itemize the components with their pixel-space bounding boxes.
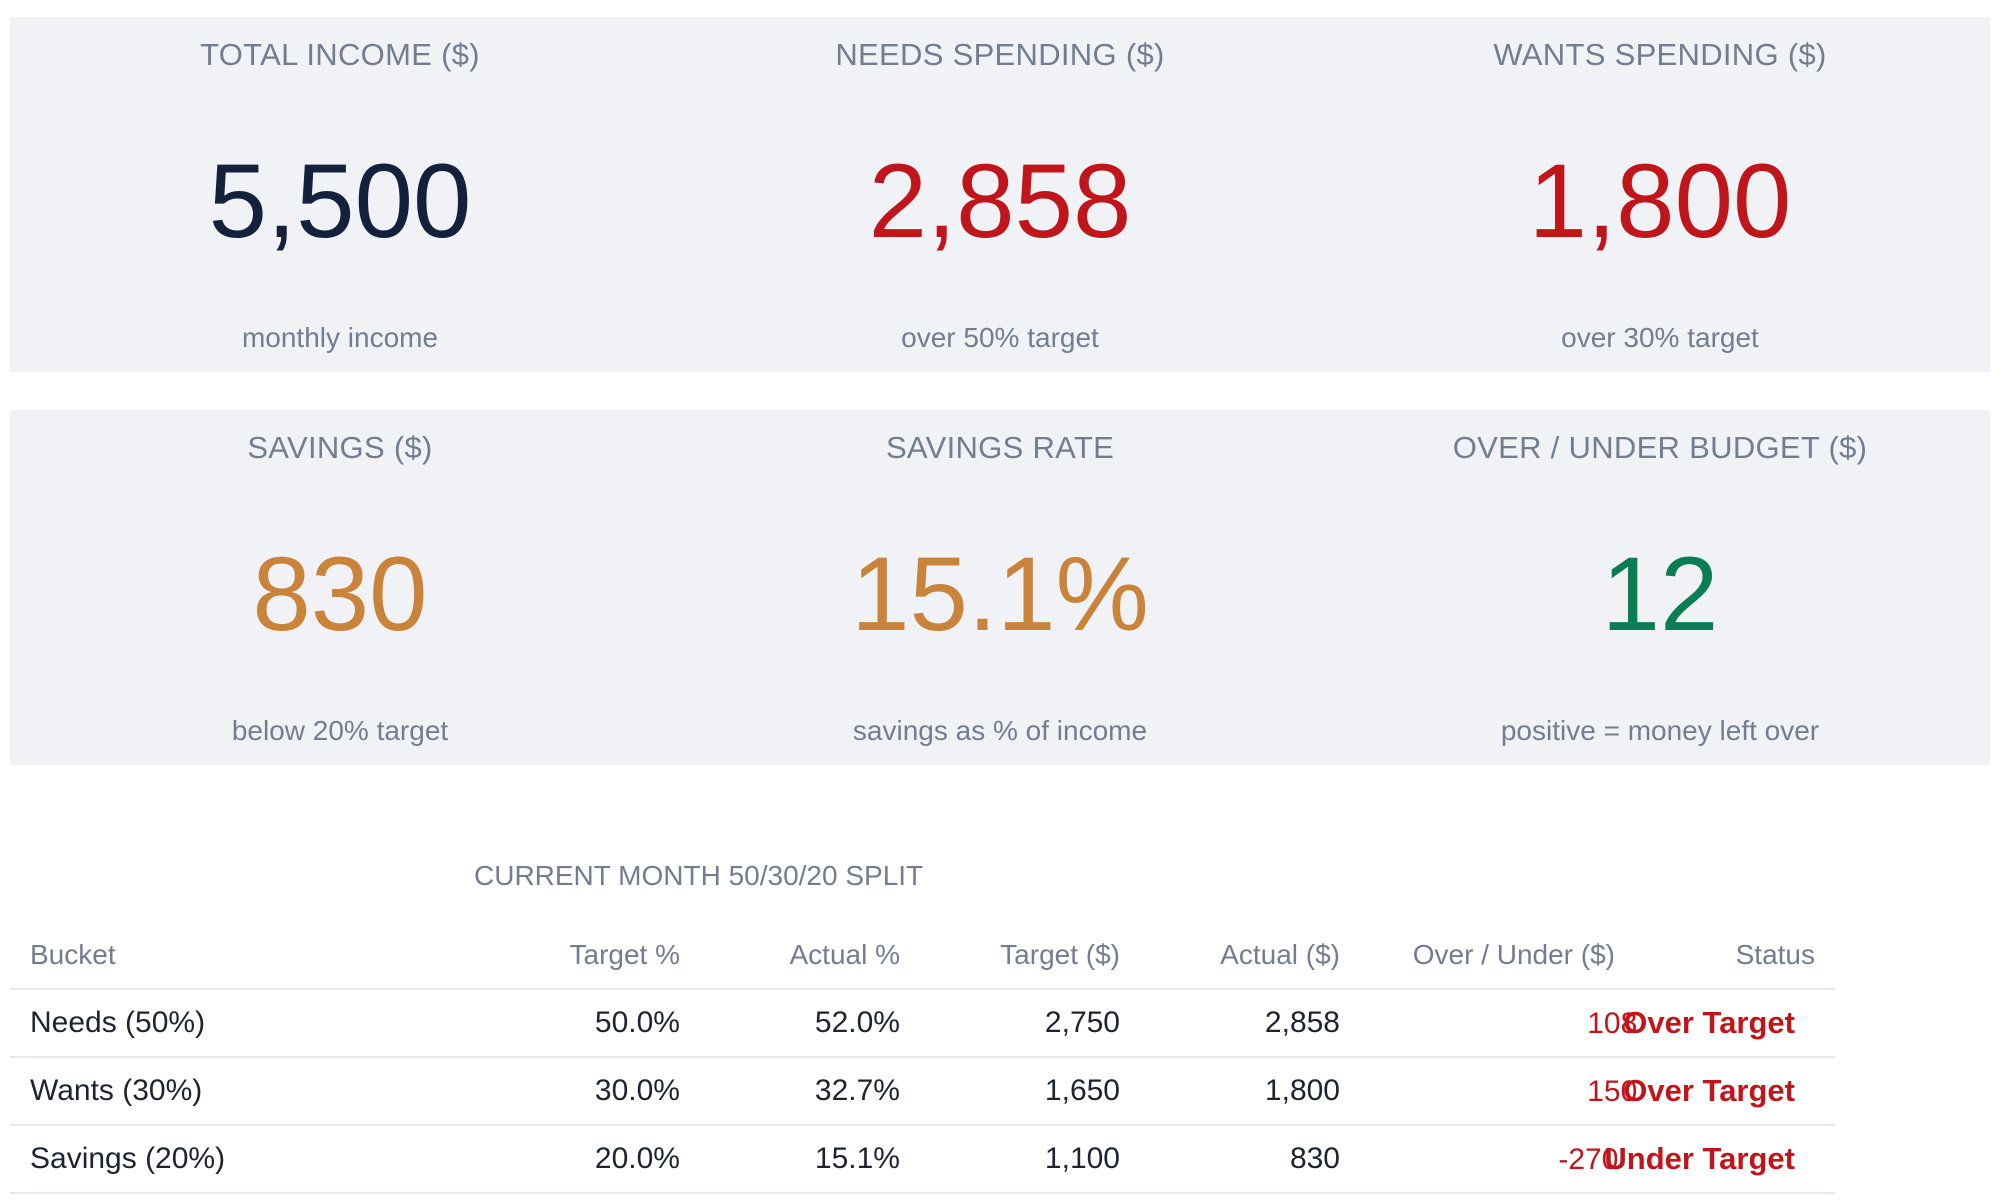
kpi-value: 5,500 (208, 143, 472, 260)
kpi-subtext: savings as % of income (852, 715, 1148, 746)
cell-actual-pct: 15.1% (700, 1125, 920, 1194)
cell-target-pct: 20.0% (490, 1125, 700, 1194)
col-header-target-pct: Target % (490, 922, 700, 990)
col-header-over-under: Over / Under ($) (1360, 922, 1635, 990)
cell-target-pct: 50.0% (490, 989, 700, 1058)
status-badge: Over Target (1623, 1073, 1795, 1108)
kpi-value: 15.1% (851, 536, 1149, 653)
cell-bucket: Savings (20%) (10, 1125, 490, 1194)
kpi-needs-spending: NEEDS SPENDING ($) 2,858 over 50% target (670, 17, 1330, 372)
cell-over-under: 108 (1587, 1007, 1638, 1040)
kpi-value: 12 (1601, 536, 1719, 653)
kpi-label: SAVINGS ($) (247, 430, 433, 465)
col-header-actual-pct: Actual % (700, 922, 920, 990)
kpi-subtext: over 50% target (901, 322, 1099, 353)
cell-actual-amt: 2,858 (1140, 989, 1360, 1058)
split-table-title: CURRENT MONTH 50/30/20 SPLIT (474, 860, 924, 891)
cell-over-under-status: -270Under Target (1360, 1125, 1835, 1194)
col-header-bucket: Bucket (10, 922, 490, 990)
cell-actual-amt: 1,800 (1140, 1057, 1360, 1126)
kpi-value: 2,858 (868, 143, 1132, 260)
cell-over-under: -270 (1558, 1143, 1619, 1176)
status-badge: Over Target (1623, 1005, 1795, 1040)
cell-actual-amt: 830 (1140, 1125, 1360, 1194)
table-row: Savings (20%) 20.0% 15.1% 1,100 830 -270… (10, 1125, 1835, 1194)
kpi-label: OVER / UNDER BUDGET ($) (1452, 430, 1868, 465)
col-header-target-amt: Target ($) (920, 922, 1140, 990)
cell-target-amt: 1,100 (920, 1125, 1140, 1194)
kpi-subtext: monthly income (241, 322, 439, 353)
col-header-actual-amt: Actual ($) (1140, 922, 1360, 990)
kpi-label: TOTAL INCOME ($) (200, 37, 480, 72)
kpi-subtext: over 30% target (1561, 322, 1759, 353)
cell-target-amt: 2,750 (920, 989, 1140, 1058)
kpi-savings: SAVINGS ($) 830 below 20% target (10, 410, 670, 765)
cell-target-pct: 30.0% (490, 1057, 700, 1126)
col-header-status: Status (1635, 922, 1835, 990)
kpi-label: NEEDS SPENDING ($) (835, 37, 1165, 72)
cell-over-under-status: 150Over Target (1360, 1057, 1835, 1126)
cell-actual-pct: 52.0% (700, 989, 920, 1058)
kpi-savings-rate: SAVINGS RATE 15.1% savings as % of incom… (670, 410, 1330, 765)
cell-target-amt: 1,650 (920, 1057, 1140, 1126)
cell-over-under-status: 108Over Target (1360, 989, 1835, 1058)
cell-over-under: 150 (1587, 1075, 1638, 1108)
split-table: Bucket Target % Actual % Target ($) Actu… (10, 922, 1835, 1194)
kpi-value: 1,800 (1528, 143, 1792, 260)
table-row: Wants (30%) 30.0% 32.7% 1,650 1,800 150O… (10, 1057, 1835, 1126)
cell-bucket: Wants (30%) (10, 1057, 490, 1126)
kpi-subtext: below 20% target (231, 715, 449, 746)
kpi-row-2: SAVINGS ($) 830 below 20% target SAVINGS… (10, 410, 1990, 765)
kpi-label: SAVINGS RATE (885, 430, 1115, 465)
kpi-label: WANTS SPENDING ($) (1493, 37, 1827, 72)
kpi-over-under-budget: OVER / UNDER BUDGET ($) 12 positive = mo… (1330, 410, 1990, 765)
kpi-wants-spending: WANTS SPENDING ($) 1,800 over 30% target (1330, 17, 1990, 372)
kpi-row-1: TOTAL INCOME ($) 5,500 monthly income NE… (10, 17, 1990, 372)
kpi-total-income: TOTAL INCOME ($) 5,500 monthly income (10, 17, 670, 372)
cell-actual-pct: 32.7% (700, 1057, 920, 1126)
kpi-subtext: positive = money left over (1500, 715, 1820, 746)
table-header-row: Bucket Target % Actual % Target ($) Actu… (10, 922, 1835, 990)
table-row: Needs (50%) 50.0% 52.0% 2,750 2,858 108O… (10, 989, 1835, 1058)
status-badge: Under Target (1604, 1141, 1795, 1176)
kpi-value: 830 (252, 536, 428, 653)
cell-bucket: Needs (50%) (10, 989, 490, 1058)
